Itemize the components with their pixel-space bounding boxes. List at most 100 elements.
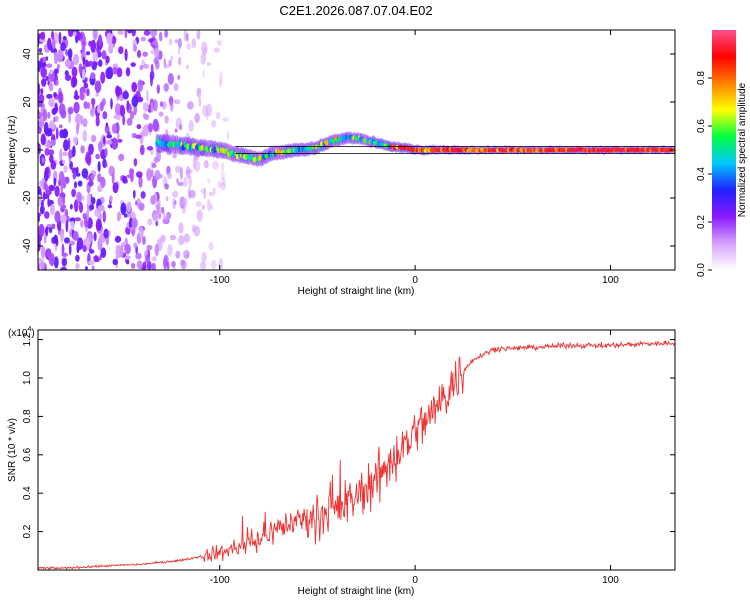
noise-blob bbox=[40, 246, 46, 259]
noise-blob bbox=[209, 204, 213, 211]
noise-blob bbox=[74, 217, 82, 222]
noise-blob bbox=[104, 147, 108, 157]
noise-blob bbox=[38, 153, 41, 159]
noise-blob bbox=[64, 70, 69, 77]
noise-blob bbox=[133, 44, 137, 52]
noise-blob bbox=[220, 171, 225, 181]
noise-blob bbox=[120, 245, 124, 258]
noise-blob bbox=[71, 188, 76, 198]
noise-blob bbox=[91, 98, 96, 106]
noise-blob bbox=[117, 30, 124, 35]
noise-blob bbox=[90, 107, 95, 117]
noise-blob bbox=[167, 243, 173, 257]
noise-blob bbox=[108, 43, 114, 54]
noise-blob bbox=[200, 52, 206, 65]
snr-x-axis-label: Height of straight line (km) bbox=[298, 586, 415, 597]
noise-blob bbox=[88, 204, 95, 211]
noise-blob bbox=[137, 79, 144, 92]
noise-blob bbox=[219, 77, 223, 88]
noise-blob bbox=[39, 180, 42, 188]
noise-blob bbox=[43, 121, 49, 135]
noise-blob bbox=[219, 70, 223, 83]
noise-blob bbox=[143, 30, 151, 36]
noise-blob bbox=[122, 90, 129, 100]
noise-blob bbox=[185, 165, 191, 179]
noise-blob bbox=[60, 204, 66, 210]
noise-blob bbox=[51, 37, 56, 50]
noise-blob bbox=[179, 166, 183, 180]
noise-blob bbox=[73, 101, 80, 114]
noise-blob bbox=[92, 50, 98, 63]
noise-blob bbox=[110, 98, 113, 110]
spectrogram-x-tick-label: 100 bbox=[602, 275, 619, 286]
noise-blob bbox=[93, 255, 99, 263]
noise-blob bbox=[168, 59, 172, 67]
noise-blob bbox=[64, 237, 70, 244]
noise-blob bbox=[167, 172, 172, 180]
noise-blob bbox=[126, 201, 132, 213]
noise-blob bbox=[58, 31, 62, 45]
noise-blob bbox=[111, 123, 118, 134]
noise-blob bbox=[82, 56, 86, 65]
noise-blob bbox=[95, 116, 100, 127]
noise-blob bbox=[212, 160, 219, 170]
noise-blob bbox=[103, 135, 106, 145]
noise-blob bbox=[38, 112, 44, 117]
noise-blob bbox=[96, 220, 101, 229]
noise-blob bbox=[115, 246, 122, 259]
noise-blob bbox=[136, 260, 143, 270]
spectrogram-y-tick-label: -40 bbox=[22, 238, 33, 253]
noise-blob bbox=[194, 112, 200, 124]
noise-blob bbox=[56, 63, 60, 70]
noise-blob bbox=[86, 51, 90, 56]
noise-blob bbox=[73, 199, 79, 213]
snr-y-tick-label: 1.0 bbox=[22, 371, 33, 385]
noise-blob bbox=[117, 138, 123, 143]
noise-blob bbox=[45, 56, 49, 61]
noise-blob bbox=[166, 211, 172, 220]
noise-blob bbox=[113, 114, 120, 120]
noise-blob bbox=[82, 129, 88, 143]
noise-blob bbox=[178, 222, 184, 234]
noise-blob bbox=[210, 259, 217, 270]
noise-blob bbox=[109, 195, 113, 203]
noise-blob bbox=[76, 191, 82, 203]
noise-blob bbox=[80, 145, 85, 154]
noise-blob bbox=[91, 265, 95, 270]
noise-blob bbox=[177, 181, 184, 187]
noise-blob bbox=[90, 134, 97, 143]
noise-blob bbox=[60, 109, 67, 119]
noise-blob bbox=[57, 196, 63, 207]
noise-blob bbox=[215, 111, 221, 120]
noise-blob bbox=[186, 64, 189, 70]
noise-blob bbox=[126, 117, 133, 126]
noise-blob bbox=[38, 194, 42, 206]
noise-blob bbox=[55, 79, 59, 86]
noise-blob bbox=[164, 64, 170, 69]
noise-blob bbox=[142, 124, 149, 137]
noise-blob bbox=[40, 31, 46, 40]
noise-blob bbox=[70, 220, 75, 230]
noise-blob bbox=[97, 205, 101, 213]
spectrogram-y-tick-label: 40 bbox=[22, 48, 33, 60]
noise-blob bbox=[47, 149, 55, 156]
noise-blob bbox=[100, 71, 106, 84]
noise-blob bbox=[222, 117, 229, 122]
noise-blob bbox=[38, 94, 45, 104]
noise-blob bbox=[213, 47, 220, 54]
noise-blob bbox=[162, 216, 168, 224]
noise-blob bbox=[38, 116, 45, 129]
noise-blob bbox=[49, 154, 54, 164]
snr-frame bbox=[37, 329, 676, 571]
noise-blob bbox=[108, 229, 111, 237]
noise-blob bbox=[75, 262, 80, 270]
noise-blob bbox=[130, 170, 134, 183]
noise-blob bbox=[146, 146, 154, 151]
noise-blob bbox=[53, 68, 59, 74]
noise-blob bbox=[55, 127, 59, 140]
noise-blob bbox=[172, 151, 177, 159]
noise-blob bbox=[212, 187, 216, 196]
noise-blob bbox=[53, 51, 59, 65]
noise-blob bbox=[60, 41, 66, 52]
